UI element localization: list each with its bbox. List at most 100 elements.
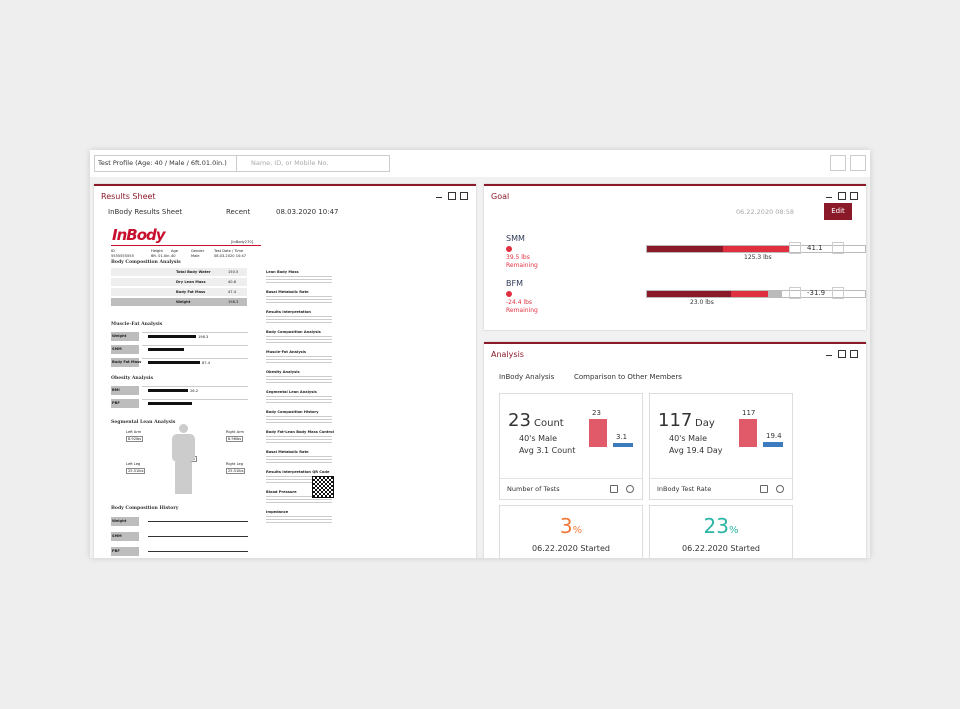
plus-button[interactable]	[832, 287, 844, 299]
minimize-icon[interactable]	[826, 351, 832, 356]
row-bg	[111, 517, 139, 526]
card-name: Number of Tests	[507, 485, 560, 493]
row-bg	[111, 386, 139, 395]
brand: InBody	[112, 226, 166, 244]
text-lines	[266, 356, 332, 364]
bar-label: 117	[742, 409, 756, 417]
qr-code	[312, 476, 334, 498]
date[interactable]: 08.03.2020 10:47	[276, 208, 339, 216]
body-torso	[172, 434, 195, 462]
minus-button[interactable]	[789, 242, 801, 254]
bar-label: 19.4	[766, 432, 782, 441]
remaining-value: 39.5 lbs	[506, 254, 530, 261]
split-icon[interactable]	[838, 350, 846, 358]
stat-value: 117	[658, 410, 693, 431]
section-title: Muscle-Fat Analysis	[111, 322, 163, 327]
seg-label: Right Arm	[226, 430, 244, 434]
range[interactable]: Recent	[226, 208, 251, 216]
row-bg	[111, 532, 139, 541]
favorite-icon[interactable]	[610, 485, 618, 493]
settings-button[interactable]	[850, 155, 866, 171]
remaining-label: Remaining	[506, 307, 538, 314]
progress-card: 23% 06.22.2020 Started	[649, 505, 793, 558]
edit-label: Edit	[831, 207, 845, 215]
edit-button[interactable]: Edit	[824, 203, 852, 220]
id-label: Gender	[191, 249, 205, 253]
section-title: Body Composition History	[111, 506, 179, 511]
result-bar	[148, 335, 196, 338]
support-icon[interactable]	[626, 485, 634, 493]
row-bg	[111, 298, 247, 306]
text-lines	[266, 416, 332, 424]
maximize-icon[interactable]	[460, 192, 468, 200]
comparison-bar	[763, 442, 783, 447]
row-label: PBF	[112, 549, 120, 553]
app-window: Test Profile (Age: 40 / Male / 6ft.01.0i…	[90, 150, 870, 558]
progress-value: 23	[703, 514, 729, 538]
progress-unit: %	[728, 525, 739, 536]
bar-label: 3.1	[616, 433, 628, 442]
goal-bar-segment	[768, 291, 782, 297]
divider	[111, 245, 261, 246]
favorite-icon[interactable]	[760, 485, 768, 493]
panel-title: Results Sheet	[101, 192, 156, 201]
right-heading: Body Composition History	[266, 410, 319, 414]
bar-label: 23.0 lbs	[690, 299, 714, 306]
stat-card: 117 Day 40's Male Avg 19.4 Day 117 19.4 InBody…	[649, 393, 793, 500]
split-icon[interactable]	[448, 192, 456, 200]
comparison-bar	[589, 419, 607, 447]
maximize-icon[interactable]	[850, 350, 858, 358]
filter[interactable]: Comparison to Other Members	[574, 373, 682, 381]
history-line	[148, 521, 248, 522]
result-bar	[148, 361, 200, 364]
filter[interactable]: InBody Analysis	[499, 373, 555, 381]
split-icon[interactable]	[838, 192, 846, 200]
stat-unit: Count	[534, 418, 564, 429]
search-box[interactable]: Name, ID, or Mobile No.	[236, 155, 390, 172]
separator	[650, 478, 792, 479]
remaining-value: -24.4 lbs	[506, 299, 533, 306]
minimize-icon[interactable]	[826, 193, 832, 198]
profile-text: Test Profile (Age: 40 / Male / 6ft.01.0i…	[98, 159, 227, 167]
seg-value: 8.96lbs	[226, 436, 244, 442]
support-icon[interactable]	[776, 485, 784, 493]
row-label: Total Body Water	[176, 270, 211, 274]
scale-line	[142, 386, 248, 387]
sheet-type[interactable]: InBody Results Sheet	[108, 208, 183, 216]
id-value: Male	[191, 254, 200, 258]
row-label: SMM	[112, 534, 122, 538]
stat-average: Avg 19.4 Day	[669, 446, 723, 455]
stat-group: 40's Male	[519, 434, 558, 443]
goal-bar-segment	[647, 246, 723, 252]
minus-button[interactable]	[789, 287, 801, 299]
stat-average: Avg 3.1 Count	[519, 446, 576, 455]
row-value: 26.2	[190, 389, 199, 393]
row-bg	[111, 332, 139, 341]
id-value: 5555555555	[111, 254, 134, 258]
bar-label: 125.3 lbs	[744, 254, 772, 261]
plus-button[interactable]	[832, 242, 844, 254]
scale-line	[142, 345, 248, 346]
right-heading: Muscle-Fat Analysis	[266, 350, 307, 354]
goal-bar	[646, 245, 866, 253]
row-bg	[111, 547, 139, 556]
separator	[500, 478, 642, 479]
row-label: SMM	[112, 347, 122, 351]
seg-value: 25.51lbs	[126, 468, 146, 474]
stat-card: 23 Count 40's Male Avg 3.1 Count 23 3.1 Number…	[499, 393, 643, 500]
row-bg	[111, 278, 247, 286]
row-label: Body Fat Mass	[176, 290, 206, 294]
profile-select[interactable]: Test Profile (Age: 40 / Male / 6ft.01.0i…	[94, 155, 237, 172]
search-placeholder: Name, ID, or Mobile No.	[251, 159, 329, 167]
id-label: ID	[111, 249, 115, 253]
results-panel: Results Sheet InBody Results Sheet Recen…	[94, 184, 476, 558]
edit-button[interactable]	[830, 155, 846, 171]
text-lines	[266, 516, 332, 524]
minimize-icon[interactable]	[436, 193, 442, 198]
comparison-bar	[739, 419, 757, 447]
row-bg	[111, 268, 247, 276]
id-label: Test Date / Time	[214, 249, 244, 253]
progress-caption: 06.22.2020 Started	[682, 544, 760, 553]
progress-card: 3% 06.22.2020 Started	[499, 505, 643, 558]
maximize-icon[interactable]	[850, 192, 858, 200]
